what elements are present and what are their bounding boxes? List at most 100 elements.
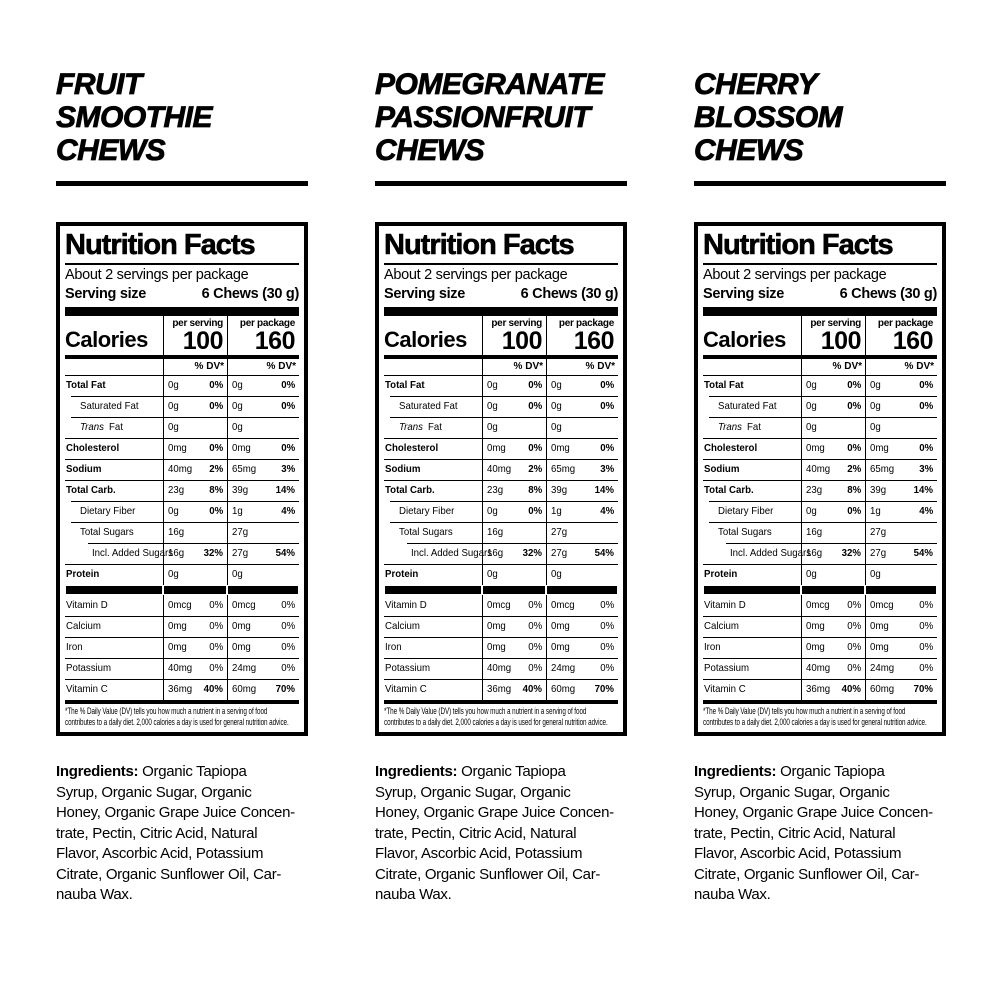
nutrient-name: Incl. Added Sugars — [411, 547, 493, 559]
nutrient-amount: 40mg — [806, 662, 831, 674]
nutrient-amount: 40mg — [168, 662, 193, 674]
nutrient-row: Trans Fat 0g 0g — [65, 417, 299, 438]
nutrient-label-cell: Total Fat — [65, 375, 163, 396]
nutrient-value-cell: 40mg 0% — [801, 658, 865, 679]
nutrient-row: Dietary Fiber 0g 0% 1g 4% — [703, 501, 937, 522]
nutrient-row: Vitamin D 0mcg 0% 0mcg 0% — [384, 595, 618, 616]
nutrient-value-cell: 0mcg 0% — [163, 595, 227, 616]
row-separator — [709, 501, 801, 502]
calories-row: Calories per serving 100 per package 160 — [65, 316, 299, 359]
nutrient-daily-value: 0% — [209, 620, 223, 632]
row-separator — [164, 637, 227, 638]
dv-header-serving: % DV* — [163, 359, 227, 375]
nutrient-amount: 0g — [551, 421, 562, 433]
nutrient-value-cell: 0g 0% — [865, 396, 937, 417]
nutrient-daily-value: 0% — [281, 620, 295, 632]
nutrient-label-cell: Total Sugars — [703, 522, 801, 543]
nutrient-label-cell: Vitamin D — [703, 595, 801, 616]
title-underline — [56, 181, 308, 186]
row-separator — [228, 438, 299, 439]
row-separator — [164, 564, 227, 565]
nutrient-amount: 0mg — [806, 641, 825, 653]
nutrient-value-cell: 0mg 0% — [227, 616, 299, 637]
nutrient-name: Total Carb. — [66, 484, 116, 496]
nutrient-value-cell: 0g — [546, 564, 618, 585]
nutrient-row: Iron 0mg 0% 0mg 0% — [384, 637, 618, 658]
nutrition-facts-title: Nutrition Facts — [703, 229, 937, 265]
nutrient-label-cell: Protein — [65, 564, 163, 585]
row-separator — [164, 417, 227, 418]
row-separator — [802, 417, 865, 418]
nutrient-value-cell: 23g 8% — [801, 480, 865, 501]
nutrient-amount: 40mg — [487, 662, 512, 674]
nutrient-value-cell: 16g — [482, 522, 546, 543]
nutrient-daily-value: 0% — [919, 442, 933, 454]
servings-per-package: About 2 servings per package — [384, 267, 568, 283]
footnote: *The % Daily Value (DV) tells you how mu… — [703, 700, 937, 729]
row-separator — [547, 522, 618, 523]
nutrient-amount: 0mg — [870, 620, 889, 632]
nutrient-row: Calcium 0mg 0% 0mg 0% — [65, 616, 299, 637]
row-separator — [384, 480, 482, 481]
nutrient-value-cell: 0mcg 0% — [546, 595, 618, 616]
nutrient-daily-value: 0% — [281, 599, 295, 611]
nutrient-daily-value: 3% — [281, 463, 295, 475]
nutrient-value-cell: 27g — [546, 522, 618, 543]
ingredients-label: Ingredients: — [694, 763, 777, 780]
nutrient-amount: 16g — [168, 547, 185, 559]
ingredients-line: Flavor, Ascorbic Acid, Potassium — [694, 845, 902, 862]
row-separator — [866, 438, 937, 439]
nutrient-label-cell: Potassium — [384, 658, 482, 679]
nutrient-daily-value: 0% — [528, 662, 542, 674]
nutrient-value-cell: 0mg 0% — [227, 438, 299, 459]
nutrient-row: Vitamin C 36mg 40% 60mg 70% — [65, 679, 299, 700]
ingredients-line: Syrup, Organic Sugar, Organic — [375, 783, 571, 801]
nutrient-value-cell: 0g 0% — [163, 501, 227, 522]
nutrient-amount: 1g — [870, 505, 881, 517]
ingredients-line: trate, Pectin, Citric Acid, Natural — [56, 824, 258, 842]
dv-header-serving: % DV* — [482, 359, 546, 375]
nutrient-name: Iron — [66, 641, 83, 653]
serving-size-label: Serving size — [384, 286, 466, 302]
row-separator — [71, 396, 163, 397]
nutrient-daily-value: 0% — [209, 379, 223, 391]
product-title: POMEGRANATE PASSIONFRUIT CHEWS — [375, 68, 605, 168]
nutrient-amount: 16g — [487, 526, 504, 538]
nutrient-amount: 0g — [806, 421, 817, 433]
nutrient-name: Fat — [746, 421, 761, 433]
serving-size-label: Serving size — [65, 286, 147, 302]
nutrient-value-cell: 0mcg 0% — [482, 595, 546, 616]
nutrient-name: Fat — [108, 421, 123, 433]
nutrient-daily-value: 0% — [281, 379, 295, 391]
nutrient-value-cell: 40mg 2% — [482, 459, 546, 480]
ingredients-line: Organic Tapiopa — [780, 763, 885, 780]
nutrient-name: Iron — [704, 641, 721, 653]
nutrient-amount: 0mg — [168, 620, 187, 632]
nutrient-amount: 0g — [487, 400, 498, 412]
nutrient-label-cell: Total Sugars — [65, 522, 163, 543]
nutrient-value-cell: 0g 0% — [163, 396, 227, 417]
ingredients-line: Citrate, Organic Sunflower Oil, Car- — [694, 865, 920, 883]
row-separator — [71, 501, 163, 502]
nutrient-value-cell: 0mg 0% — [163, 637, 227, 658]
nutrient-value-cell: 0mg 0% — [227, 637, 299, 658]
nutrient-amount: 0mg — [551, 620, 570, 632]
ingredients: Ingredients: Organic Tapiopa Syrup, Organ… — [694, 762, 946, 906]
nutrient-rows: Total Fat 0g 0% 0g 0% Saturated Fat 0g 0% 0g 0% Tr… — [703, 375, 937, 700]
nutrient-label-cell: Vitamin D — [384, 595, 482, 616]
nutrient-row: Total Sugars 16g 27g — [65, 522, 299, 543]
row-separator — [384, 616, 482, 617]
row-separator — [709, 417, 801, 418]
nutrient-amount: 60mg — [870, 683, 895, 695]
row-separator — [547, 679, 618, 680]
calories-per-package-cell: per package 160 — [546, 316, 618, 355]
nutrient-value-cell: 0mcg 0% — [227, 595, 299, 616]
nutrient-value-cell: 36mg 40% — [801, 679, 865, 700]
calories-per-serving-value: 100 — [182, 327, 224, 355]
row-separator — [703, 679, 801, 680]
nutrient-amount: 0mg — [551, 442, 570, 454]
nutrient-name: Incl. Added Sugars — [730, 547, 812, 559]
nutrient-value-cell: 16g 32% — [482, 543, 546, 564]
nutrient-row: Protein 0g 0g — [384, 564, 618, 585]
serving-size-value: 6 Chews (30 g) — [839, 286, 938, 302]
